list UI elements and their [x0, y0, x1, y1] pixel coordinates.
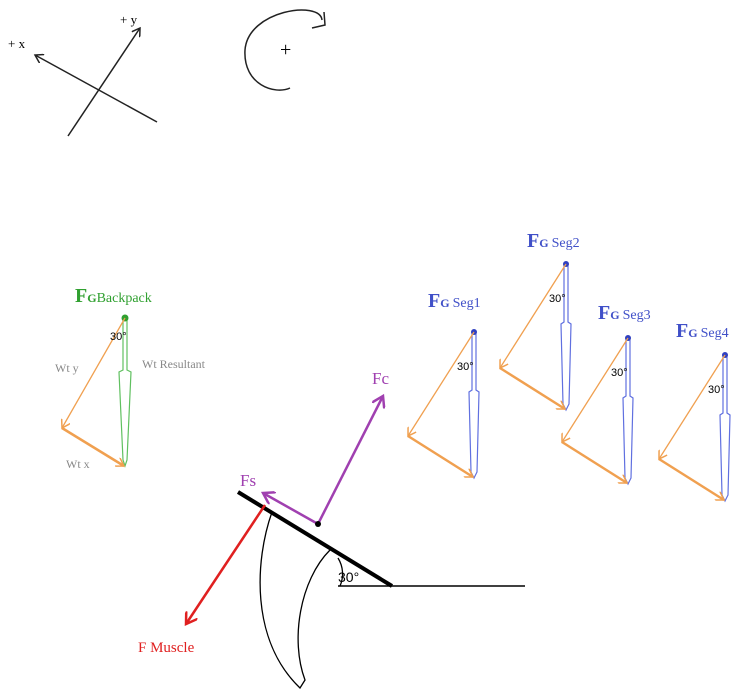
segment: 30° FG Seg1	[407, 290, 481, 480]
component-x	[658, 457, 724, 502]
segment-label: FG Seg3	[598, 302, 651, 324]
angle-label: 30°	[110, 331, 127, 343]
name: Seg1	[453, 296, 481, 311]
name: Backpack	[97, 291, 152, 306]
backpack-label: FGBackpack	[75, 285, 152, 307]
f: F	[428, 290, 440, 312]
angle-label: 30°	[611, 367, 628, 379]
g: G	[440, 296, 449, 310]
weight-arrow	[622, 337, 634, 486]
x-axis-label: + x	[8, 36, 26, 51]
f: F	[598, 302, 610, 324]
y-axis-label: + y	[120, 12, 138, 27]
name: Seg2	[552, 236, 580, 251]
wt-resultant: Wt Resultant	[142, 357, 206, 371]
component-y	[408, 331, 475, 436]
name: Seg4	[701, 326, 729, 341]
angle-label: 30°	[457, 361, 474, 373]
wt-x: Wt x	[66, 457, 90, 471]
wt-y: Wt y	[55, 361, 79, 375]
component-y	[659, 354, 726, 459]
g: G	[610, 308, 619, 322]
weight-arrow	[560, 263, 572, 412]
muscle-label: F Muscle	[138, 640, 195, 656]
segment-label: FG Seg2	[527, 230, 580, 252]
segment-label: FG Seg4	[676, 320, 729, 342]
angle-label: 30°	[338, 569, 359, 585]
segment: 30° FG Seg2	[499, 230, 580, 412]
weight-arrow	[719, 354, 731, 503]
segment: 30° FG Seg3	[561, 302, 651, 486]
f: F	[527, 230, 539, 252]
fc-label: Fc	[372, 369, 389, 388]
component-x	[407, 434, 473, 479]
component-x	[561, 440, 627, 485]
fs-label: Fs	[240, 471, 256, 490]
weight-arrow	[468, 331, 480, 480]
backpack-forces	[62, 314, 132, 468]
g: G	[87, 291, 96, 305]
component-y	[562, 337, 629, 442]
angle-label: 30°	[549, 293, 566, 305]
g: G	[688, 326, 697, 340]
f: F	[676, 320, 688, 342]
component-x	[499, 366, 565, 411]
segment-label: FG Seg1	[428, 290, 481, 312]
body-diagram	[186, 396, 525, 690]
component-y	[500, 263, 567, 368]
g: G	[539, 236, 548, 250]
f: F	[75, 285, 87, 307]
segment: 30° FG Seg4	[658, 320, 731, 503]
axes	[35, 9, 326, 137]
moment-label: +	[280, 39, 291, 61]
angle-label: 30°	[708, 384, 725, 396]
name: Seg3	[623, 308, 651, 323]
